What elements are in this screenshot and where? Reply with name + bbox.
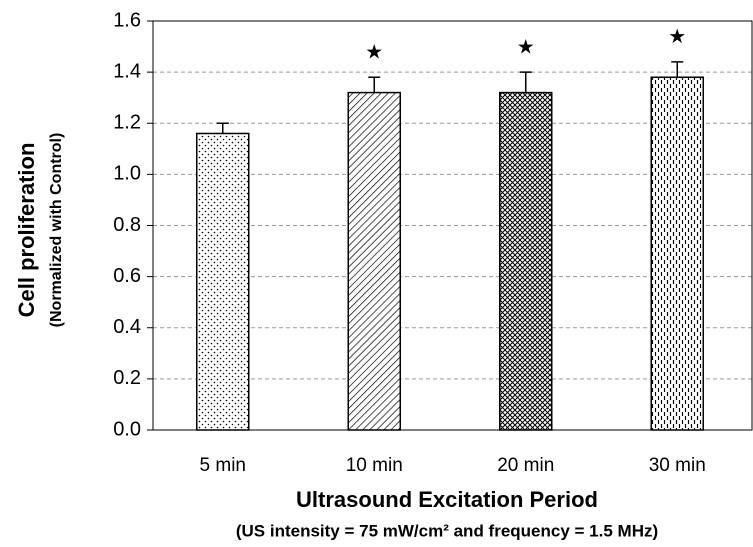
error-bar	[671, 61, 684, 78]
bar	[499, 91, 553, 431]
significance-marker: ★	[668, 26, 686, 48]
x-tick-label: 10 min	[346, 455, 403, 476]
error-bar	[519, 71, 532, 93]
error-bar	[368, 76, 381, 93]
y-tick-label: 0.0	[113, 418, 141, 440]
bar	[347, 91, 401, 431]
y-tick-label: 1.6	[113, 9, 141, 31]
y-axis-sublabel: (Normalized with Control)	[48, 133, 65, 328]
bar	[650, 76, 704, 431]
x-tick-label: 20 min	[497, 455, 554, 476]
significance-marker: ★	[365, 42, 383, 64]
significance-marker: ★	[517, 36, 535, 58]
y-tick-label: 1.4	[113, 60, 141, 82]
bar	[196, 132, 250, 431]
y-tick-label: 0.2	[113, 367, 141, 389]
y-tick-label: 1.0	[113, 163, 141, 185]
error-bar	[216, 122, 229, 134]
y-tick-label: 0.4	[113, 316, 141, 338]
y-axis-label: Cell proliferation	[14, 143, 39, 318]
plot-frame	[152, 20, 753, 431]
y-tick-label: 0.6	[113, 265, 141, 287]
x-axis-sublabel: (US intensity = 75 mW/cm² and frequency …	[236, 521, 658, 540]
x-tick-label: 5 min	[200, 455, 246, 476]
y-tick-label: 0.8	[113, 214, 141, 236]
x-axis-label: Ultrasound Excitation Period	[296, 487, 598, 512]
x-tick-label: 30 min	[649, 455, 706, 476]
y-tick-label: 1.2	[113, 112, 141, 134]
